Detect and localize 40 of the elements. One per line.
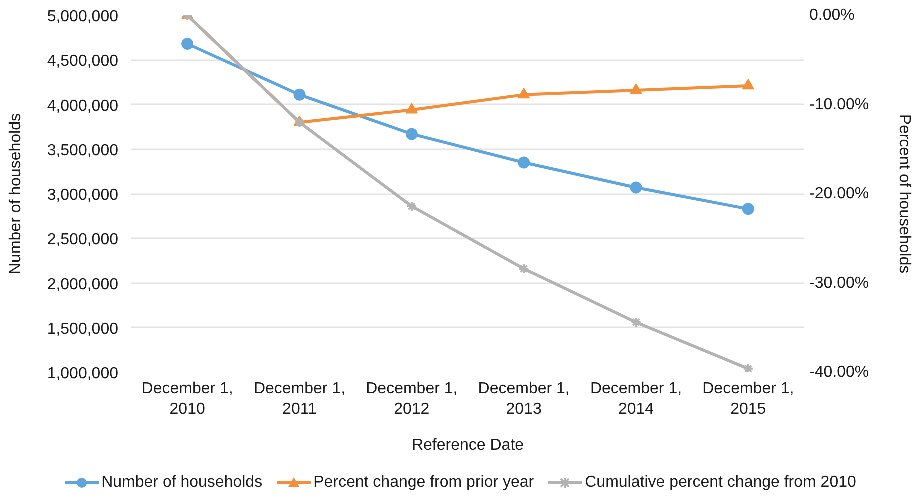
y-tick-label: 2,000,000 — [47, 276, 119, 294]
legend-label: Percent change from prior year — [314, 472, 534, 493]
point — [406, 103, 418, 114]
y2-tick-label: 0.00% — [810, 7, 855, 24]
x-tick-label: December 1, 2014 — [590, 380, 682, 418]
y-tick-label: 2,500,000 — [47, 232, 119, 249]
legend-label: Number of households — [102, 472, 263, 493]
legend-label: Cumulative percent change from 2010 — [585, 472, 856, 493]
y-tick-label: 3,000,000 — [47, 187, 119, 204]
x-tick-label: December 1, 2015 — [702, 380, 794, 418]
y-tick-label: 1,000,000 — [47, 366, 119, 382]
point — [406, 200, 418, 212]
x-tick-label: December 1, 2012 — [366, 380, 458, 418]
point — [182, 38, 194, 50]
point — [630, 182, 642, 194]
y2-tick-label: -40.00% — [810, 364, 870, 381]
y-tick-label: 3,500,000 — [47, 142, 119, 160]
x-tick-label: December 1, 2013 — [478, 380, 570, 418]
x-tick-label: December 1, 2010 — [142, 380, 234, 418]
y2-tick-label: -30.00% — [810, 274, 870, 292]
point — [742, 363, 754, 372]
point — [518, 156, 530, 169]
y-tick-label: 4,000,000 — [47, 98, 119, 115]
y2-tick-label: -10.00% — [810, 96, 870, 114]
y2-tick-label: -20.00% — [810, 186, 870, 202]
point — [294, 88, 306, 101]
y-axis-title: Number of households — [7, 114, 24, 274]
point — [518, 263, 530, 274]
point — [630, 317, 642, 328]
point — [630, 84, 642, 94]
y-tick-label: 5,000,000 — [47, 8, 119, 26]
point — [742, 203, 754, 216]
y-tick-label: 4,500,000 — [47, 53, 119, 70]
y2-axis-title: Percent of households — [896, 114, 914, 274]
point — [518, 88, 530, 99]
x-axis-title: Reference Date — [412, 436, 524, 454]
point — [406, 128, 418, 140]
x-tick-label: December 1, 2011 — [254, 380, 346, 418]
point — [742, 79, 754, 90]
y-tick-label: 1,500,000 — [47, 320, 119, 338]
